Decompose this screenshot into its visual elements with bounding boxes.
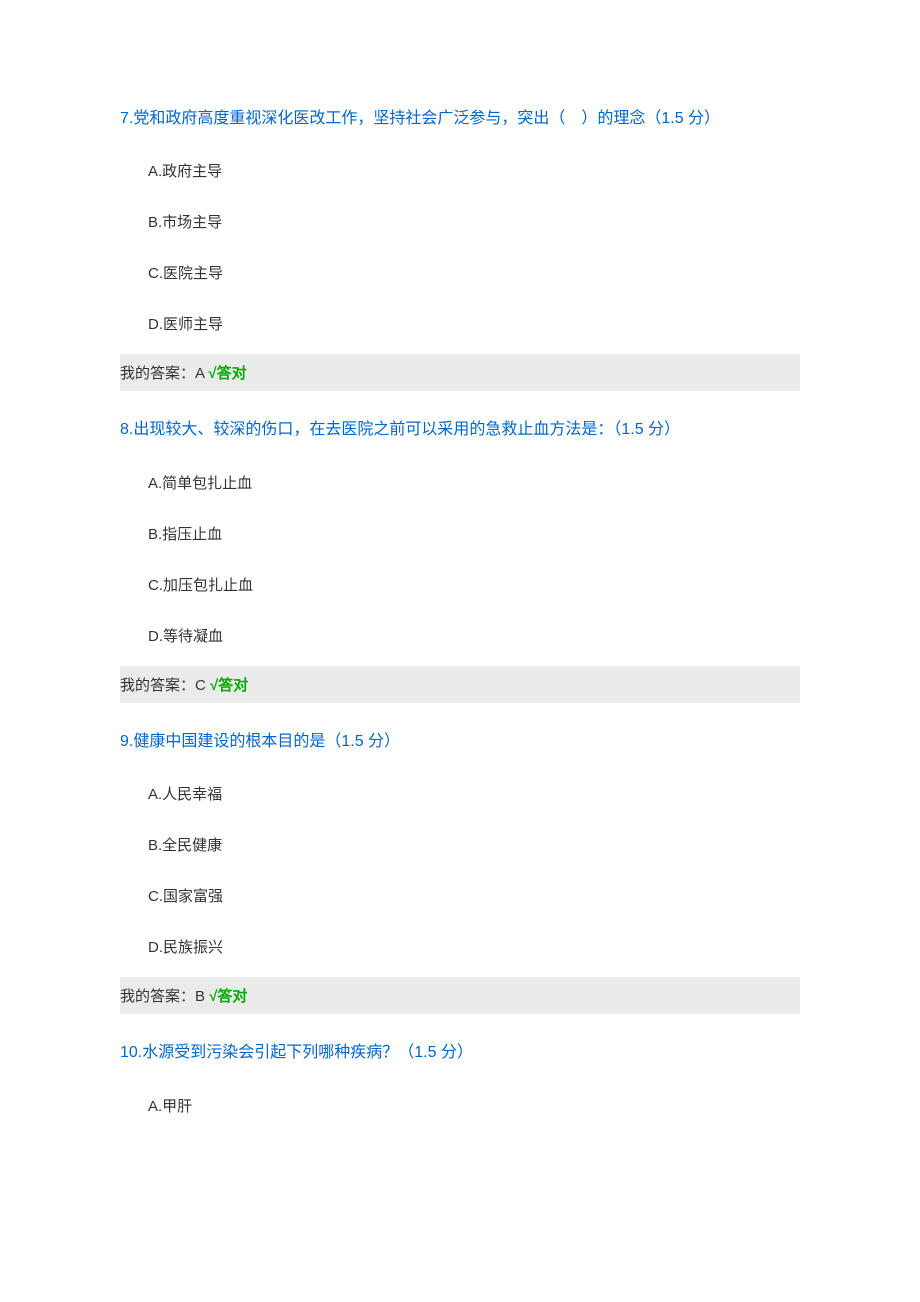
correct-mark: √答对 [209, 988, 247, 1005]
option-a: A.人民幸福 [120, 773, 800, 816]
answer-row: 我的答案：B √答对 [120, 977, 800, 1014]
question-text: 健康中国建设的根本目的是（1.5 分） [133, 733, 400, 750]
question-number: 8 [120, 421, 129, 438]
option-c: C.加压包扎止血 [120, 564, 800, 607]
question-block-9: 9.健康中国建设的根本目的是（1.5 分） A.人民幸福 B.全民健康 C.国家… [120, 723, 800, 1014]
answer-row: 我的答案：A √答对 [120, 354, 800, 391]
question-block-10: 10.水源受到污染会引起下列哪种疾病？（1.5 分） A.甲肝 [120, 1034, 800, 1127]
option-b: B.全民健康 [120, 824, 800, 867]
question-block-8: 8.出现较大、较深的伤口，在去医院之前可以采用的急救止血方法是：（1.5 分） … [120, 411, 800, 702]
question-block-7: 7.党和政府高度重视深化医改工作，坚持社会广泛参与，突出（ ）的理念（1.5 分… [120, 100, 800, 391]
correct-mark: √答对 [210, 677, 248, 694]
option-d: D.医师主导 [120, 303, 800, 346]
option-d: D.等待凝血 [120, 615, 800, 658]
answer-row: 我的答案：C √答对 [120, 666, 800, 703]
question-text: 出现较大、较深的伤口，在去医院之前可以采用的急救止血方法是：（1.5 分） [133, 421, 680, 438]
question-number: 10 [120, 1044, 138, 1061]
question-number: 7 [120, 110, 129, 127]
question-text: 水源受到污染会引起下列哪种疾病？（1.5 分） [142, 1044, 473, 1061]
option-c: C.医院主导 [120, 252, 800, 295]
answer-label: 我的答案：C [120, 677, 210, 694]
question-text: 党和政府高度重视深化医改工作，坚持社会广泛参与，突出（ ）的理念（1.5 分） [133, 110, 720, 127]
option-c: C.国家富强 [120, 875, 800, 918]
option-a: A.政府主导 [120, 150, 800, 193]
option-d: D.民族振兴 [120, 926, 800, 969]
question-title: 7.党和政府高度重视深化医改工作，坚持社会广泛参与，突出（ ）的理念（1.5 分… [120, 100, 800, 138]
correct-mark: √答对 [208, 365, 246, 382]
question-title: 9.健康中国建设的根本目的是（1.5 分） [120, 723, 800, 761]
question-number: 9 [120, 733, 129, 750]
option-b: B.市场主导 [120, 201, 800, 244]
answer-label: 我的答案：B [120, 988, 209, 1005]
option-a: A.甲肝 [120, 1085, 800, 1128]
option-a: A.简单包扎止血 [120, 462, 800, 505]
option-b: B.指压止血 [120, 513, 800, 556]
question-title: 8.出现较大、较深的伤口，在去医院之前可以采用的急救止血方法是：（1.5 分） [120, 411, 800, 449]
question-title: 10.水源受到污染会引起下列哪种疾病？（1.5 分） [120, 1034, 800, 1072]
answer-label: 我的答案：A [120, 365, 208, 382]
